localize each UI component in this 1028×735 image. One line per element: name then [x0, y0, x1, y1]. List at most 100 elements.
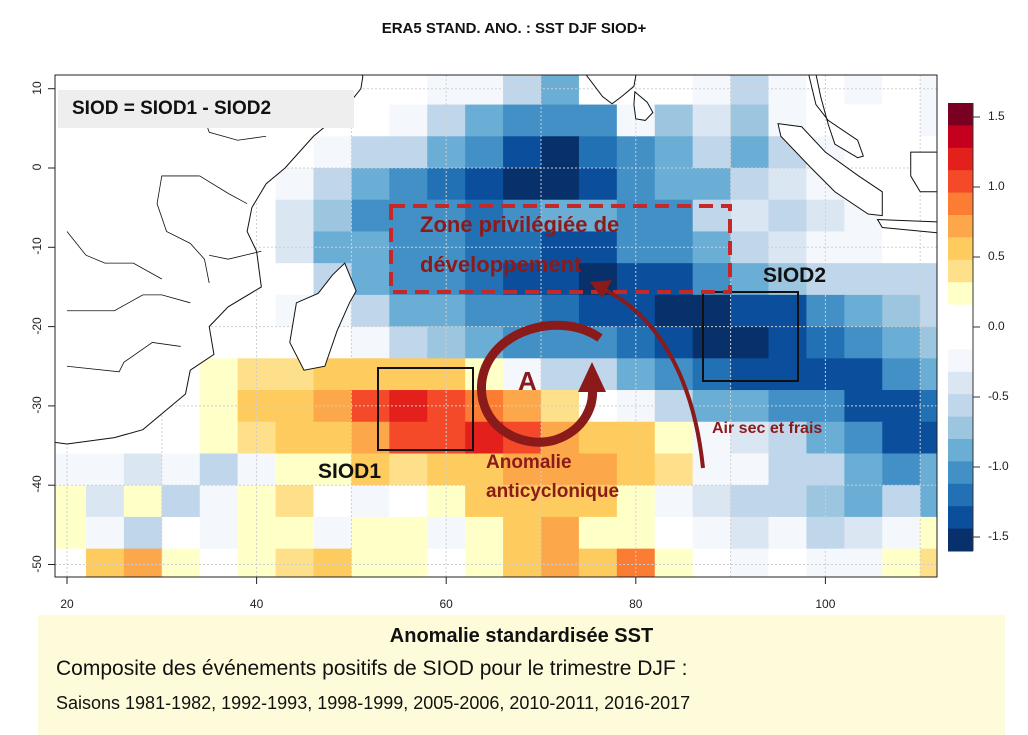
siod2-label: SIOD2: [763, 264, 827, 287]
heatmap-cell: [199, 421, 239, 454]
y-tick-label: -40: [30, 475, 44, 493]
heatmap-cell: [541, 548, 580, 577]
heatmap-cell: [503, 485, 542, 518]
heatmap-cell: [882, 75, 921, 106]
heatmap-cell: [503, 136, 542, 169]
heatmap-cell: [730, 421, 770, 454]
heatmap-cell: [844, 75, 883, 106]
heatmap-cell: [55, 453, 87, 486]
colorbar-segment: [948, 483, 973, 507]
heatmap-cell: [313, 136, 352, 169]
heatmap-cell: [465, 168, 504, 201]
java-landmass: [876, 219, 937, 234]
heatmap-cell: [844, 516, 883, 550]
heatmap-cell: [730, 75, 770, 106]
heatmap-cell: [465, 548, 504, 577]
heatmap-cell: [199, 453, 239, 486]
axis-ticks: [48, 88, 826, 584]
heatmap-cell: [351, 453, 390, 486]
colorbar-segment: [948, 103, 973, 126]
heatmap-cell: [85, 516, 125, 550]
heatmap-cell: [730, 485, 770, 518]
anticyclone-arrowhead: [578, 362, 606, 392]
heatmap-cell: [768, 326, 807, 359]
x-tick-label: 40: [249, 597, 264, 611]
colorbar-tick-label: -1.5: [988, 529, 1009, 543]
heatmap-cell: [844, 548, 883, 577]
dry-cool-air-label: Air sec et frais: [712, 420, 823, 437]
heatmap-cell: [882, 104, 921, 137]
heatmap-cell: [578, 516, 618, 550]
country-border: [66, 231, 162, 280]
india-landmass: [585, 75, 637, 105]
heatmap-cell: [844, 326, 883, 359]
madagascar-landmass: [289, 262, 357, 371]
heatmap-cell: [730, 136, 770, 169]
colorbar-segment: [948, 528, 973, 552]
heatmap-cell: [654, 453, 694, 486]
heatmap-cell: [578, 453, 618, 486]
heatmap-cell: [768, 358, 807, 391]
heatmap-cell: [123, 516, 163, 550]
x-tick-label: 100: [815, 597, 836, 611]
heatmap-cell: [578, 136, 618, 169]
heatmap-cell: [692, 485, 732, 518]
heatmap-cell: [313, 516, 352, 550]
heatmap-cell: [920, 104, 937, 137]
heatmap-cell: [578, 231, 618, 264]
y-tick-label: -30: [30, 396, 44, 414]
heatmap-cell: [465, 516, 504, 550]
heatmap-cell: [389, 104, 428, 137]
heatmap-cell: [768, 168, 807, 201]
heatmap-cell: [768, 548, 807, 577]
heatmap-cell: [730, 294, 770, 328]
heatmap-cell: [730, 168, 770, 201]
heatmap-cell: [199, 548, 239, 577]
heatmap-cell: [844, 104, 883, 137]
heatmap-cell: [654, 231, 694, 264]
plot-frame: [54, 74, 938, 578]
heatmap-cell: [692, 75, 732, 106]
colorbar-tick-label: 1.0: [988, 179, 1005, 193]
country-border: [209, 250, 262, 260]
y-tick-label: 0: [30, 163, 44, 171]
anomaly-label: Anomalie: [486, 452, 572, 473]
heatmap-cell: [503, 75, 542, 106]
heatmap-cell: [275, 453, 314, 486]
heatmap-cell: [578, 294, 618, 328]
y-tick-label: -10: [30, 237, 44, 255]
heatmap-cell: [654, 294, 694, 328]
heatmap-cell: [730, 104, 770, 137]
heatmap-cell: [882, 516, 921, 550]
heatmap-cell: [313, 548, 352, 577]
heatmap-cell: [730, 453, 770, 486]
borneo-landmass: [910, 151, 937, 193]
heatmap-cell: [730, 548, 770, 577]
colorbar-segment: [948, 215, 973, 238]
heatmap-cell: [541, 453, 580, 486]
heatmap-cell: [351, 199, 390, 232]
heatmap-cell: [541, 516, 580, 550]
colorbar-segment: [948, 304, 973, 328]
heatmap-cell: [541, 485, 580, 518]
heatmap-cell: [351, 326, 390, 359]
heatmap-cell: [199, 516, 239, 550]
heatmap-cell: [313, 453, 352, 486]
colorbar-segment: [948, 170, 973, 194]
gridlines: [55, 75, 937, 577]
heatmap-cell: [123, 485, 163, 518]
heatmap-cell: [578, 421, 618, 454]
heatmap-cell: [768, 199, 807, 232]
heatmap-cell: [844, 421, 883, 454]
x-tick-label: 20: [60, 597, 74, 611]
heatmap-cell: [199, 485, 239, 518]
heatmap-cell: [161, 485, 201, 518]
heatmap-cell: [541, 136, 580, 169]
heatmap-cell: [275, 421, 314, 454]
heatmap-cell: [920, 326, 937, 359]
heatmap-cell: [389, 358, 428, 391]
heatmap-cell: [389, 136, 428, 169]
heatmap-cell: [275, 263, 314, 296]
colorbar-segment: [948, 259, 973, 283]
colorbar-segment: [948, 125, 973, 149]
